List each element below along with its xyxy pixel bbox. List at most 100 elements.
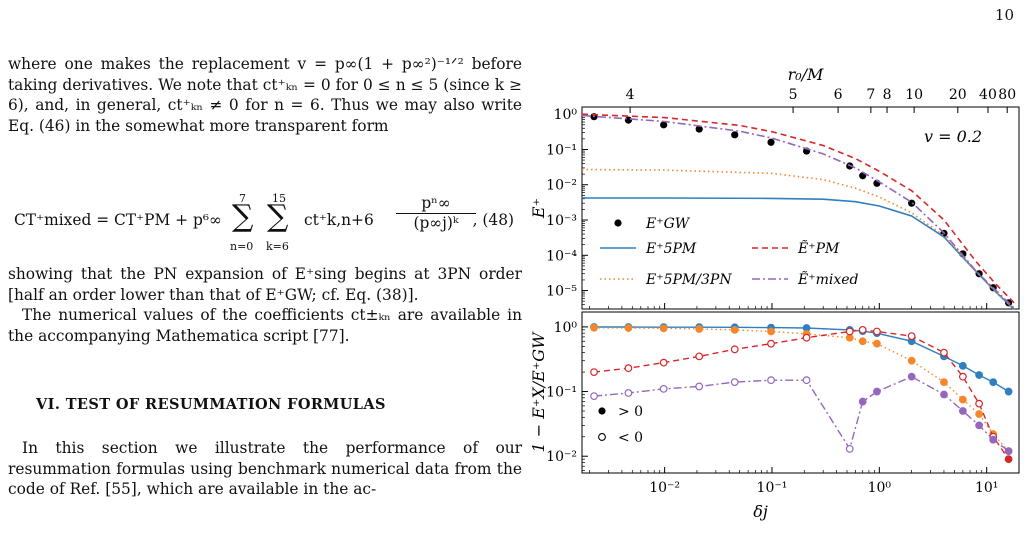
y-tick-label: 10⁰ (554, 320, 578, 336)
paragraph-4: In this section we illustrate the perfor… (8, 439, 522, 498)
text-column: where one makes the replacement v = p∞(1… (8, 54, 522, 136)
data-point (975, 421, 984, 430)
data-point (940, 390, 948, 399)
eq-lhs: CT⁺mixed = CT⁺PM + p⁶∞ (14, 211, 222, 229)
top-tick-label: 8 (883, 87, 892, 103)
legend-label: Ẽ⁺mixed (797, 270, 859, 288)
page-number: 10 (994, 6, 1014, 24)
legend-label: E⁺5PM/3PN (645, 272, 732, 288)
paragraph-3: The numerical values of the coefficients… (8, 306, 522, 345)
plot-frame (581, 106, 1020, 310)
top-tick-label: 20 (949, 87, 967, 103)
data-point (975, 371, 984, 379)
data-point (1004, 455, 1013, 464)
top-tick-label: 6 (834, 87, 843, 103)
data-point-egw (660, 121, 668, 129)
data-point (958, 361, 967, 370)
data-point (858, 397, 867, 406)
eq-denominator: (p∞j)ᵏ (413, 214, 459, 232)
legend-open-marker (598, 433, 606, 441)
y-tick-label: 10⁻⁵ (546, 284, 577, 300)
eq-sum2: ∑ (267, 199, 289, 234)
top-axis-label: r₀/M (788, 65, 824, 84)
data-point (907, 332, 916, 341)
y-tick-label: 10⁻² (546, 178, 577, 194)
annotation: v = 0.2 (924, 127, 982, 146)
data-point (975, 399, 984, 408)
eq-fraction: pⁿ∞ (p∞j)ᵏ (396, 194, 476, 232)
top-tick-label: 4 (626, 87, 635, 103)
data-point (958, 407, 967, 415)
data-point (940, 378, 948, 387)
legend-label: > 0 (618, 404, 643, 420)
data-point (873, 327, 881, 336)
data-point (730, 378, 739, 387)
legend-label: E⁺GW (645, 216, 691, 232)
series-line (581, 168, 1015, 310)
series-line (593, 329, 1010, 460)
eq-numerator: pⁿ∞ (396, 194, 476, 214)
paragraph-2: showing that the PN expansion of E⁺sing … (8, 265, 522, 304)
data-point (659, 324, 668, 333)
data-point (989, 435, 998, 444)
legend-label: Ẽ⁺PM (797, 239, 840, 257)
eq-sum1-lower: n=0 (230, 240, 254, 253)
data-point (695, 352, 704, 361)
data-point-egw (731, 131, 739, 139)
data-point (590, 392, 598, 401)
series-line (581, 113, 1015, 304)
x-tick-label: 10¹ (975, 480, 998, 496)
paragraph-1: where one makes the replacement v = p∞(1… (8, 55, 522, 135)
data-point (873, 339, 881, 348)
data-point (989, 378, 998, 387)
x-tick-label: 10⁻² (649, 480, 680, 496)
top-tick-label: 40 (979, 87, 997, 103)
series-line (593, 375, 1010, 452)
x-tick-label: 10⁻¹ (757, 480, 788, 496)
legend-label: E⁺5PM (645, 241, 697, 257)
plot-frame (581, 311, 1020, 474)
data-point (1004, 387, 1013, 396)
data-point (1004, 447, 1013, 455)
y-axis-label: E⁺ (529, 198, 548, 219)
legend-label: < 0 (618, 430, 643, 446)
data-point (590, 368, 598, 376)
data-point (659, 358, 668, 367)
y-tick-label: 10⁻⁴ (546, 248, 577, 264)
data-point (624, 324, 633, 332)
data-point (730, 345, 739, 354)
x-tick-label: 10⁰ (868, 480, 892, 496)
data-point (845, 327, 854, 336)
plot-panel-bottom: 10⁻² 10⁻¹ 10⁰ 10⁻² 10⁻¹ 10⁰ 10¹ δj 1 − E⁺X/E⁺GW (529, 311, 1020, 521)
eq-sum1-upper: 7 (239, 192, 246, 205)
data-point (695, 382, 704, 391)
legend-marker (614, 219, 622, 227)
y-tick-label: 10⁻³ (546, 213, 577, 229)
equation-48: CT⁺mixed = CT⁺PM + p⁶∞ 7 ∑ n=0 15 ∑ k=6 … (8, 190, 522, 256)
data-point (873, 387, 881, 396)
data-point (907, 356, 916, 365)
top-tick-label: 10 (905, 87, 923, 103)
plot-panel-top: 10⁻⁵ 10⁻⁴ 10⁻³ 10⁻² 10⁻¹ 10⁰ E⁺ v = 0.2 (529, 106, 1020, 311)
data-point (624, 364, 633, 373)
data-point (858, 337, 867, 346)
y-tick-label: 10⁻¹ (546, 385, 577, 401)
eq-term: ct⁺k,n+6 (304, 211, 374, 229)
top-tick-label: 5 (789, 87, 798, 103)
data-point (624, 389, 633, 397)
data-point (858, 325, 867, 334)
section-heading: VI. TEST OF RESUMMATION FORMULAS (36, 396, 386, 413)
data-point (767, 376, 775, 385)
data-point (940, 348, 948, 357)
data-point (958, 372, 967, 381)
text-column-3: In this section we illustrate the perfor… (8, 438, 522, 500)
data-point (845, 444, 854, 453)
eq-number: , (48) (472, 211, 514, 229)
data-point (802, 333, 811, 342)
data-point (590, 323, 598, 332)
y-tick-label: 10⁻² (546, 449, 577, 465)
data-point (845, 333, 854, 342)
data-point (767, 339, 775, 348)
data-point (695, 325, 704, 333)
data-point (975, 410, 984, 418)
